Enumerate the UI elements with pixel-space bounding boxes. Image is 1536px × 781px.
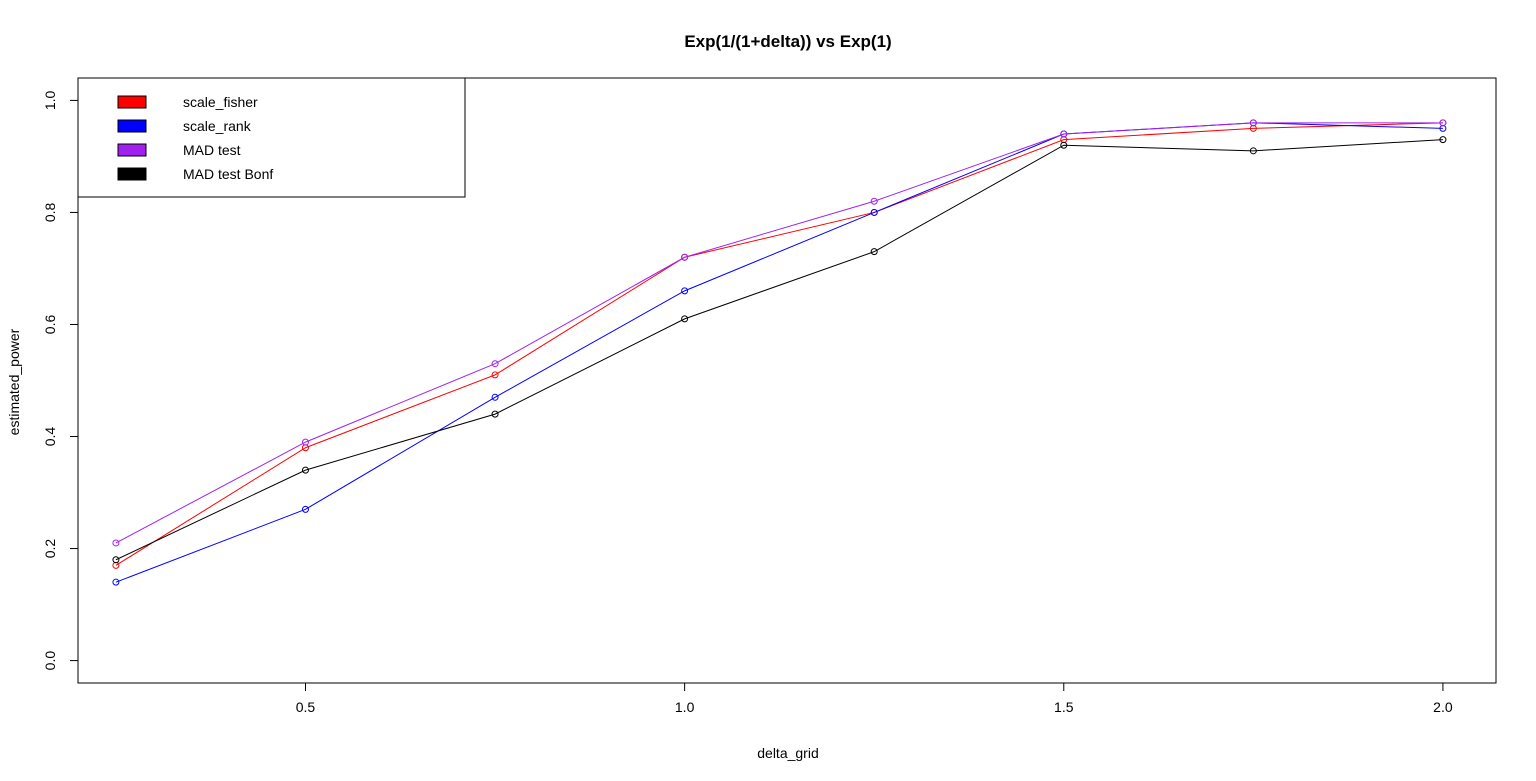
legend-entry-label: scale_fisher <box>183 94 258 110</box>
point-scale-fisher <box>491 371 499 379</box>
point-mad-test-bonf <box>681 315 689 323</box>
point-scale-rank <box>681 287 689 295</box>
legend-entry-label: MAD test Bonf <box>183 166 273 182</box>
x-tick-label: 0.5 <box>296 699 316 715</box>
y-tick-label: 0.8 <box>42 203 58 223</box>
point-scale-rank <box>301 505 309 513</box>
point-mad-test <box>112 539 120 547</box>
point-scale-rank <box>870 208 878 216</box>
point-scale-rank <box>491 393 499 401</box>
x-tick-label: 1.5 <box>1054 699 1074 715</box>
point-mad-test <box>491 360 499 368</box>
legend-swatch <box>117 143 147 157</box>
x-axis-label: delta_grid <box>757 745 819 761</box>
point-mad-test-bonf <box>491 410 499 418</box>
series-line-mad-test <box>115 122 1443 544</box>
legend-swatch <box>117 167 147 181</box>
point-mad-test-bonf <box>301 466 309 474</box>
point-mad-test-bonf <box>1060 141 1068 149</box>
point-mad-test-bonf <box>1439 136 1447 144</box>
y-tick-label: 0.6 <box>42 315 58 335</box>
point-mad-test-bonf <box>870 248 878 256</box>
point-mad-test <box>1249 119 1257 127</box>
plot-frame <box>77 77 1497 684</box>
x-tick-label: 2.0 <box>1433 699 1453 715</box>
point-mad-test <box>681 253 689 261</box>
legend-swatch <box>117 95 147 109</box>
legend-swatch <box>117 119 147 133</box>
y-tick-label: 0.4 <box>42 427 58 447</box>
point-mad-test-bonf <box>112 556 120 564</box>
series-line-mad-test-bonf <box>115 139 1443 561</box>
series-line-scale-fisher <box>115 122 1443 566</box>
y-axis-label: estimated_power <box>6 328 22 435</box>
plot-area: 0.5 1.0 1.5 2.0 0.0 0.2 0.4 0.6 0.8 1.0 <box>42 77 1497 715</box>
point-scale-rank <box>112 578 120 586</box>
point-mad-test-bonf <box>1249 147 1257 155</box>
y-tick-label: 0.0 <box>42 651 58 671</box>
point-mad-test <box>1060 130 1068 138</box>
x-tick-label: 1.0 <box>675 699 695 715</box>
legend-entry-label: MAD test <box>183 142 241 158</box>
chart-title: Exp(1/(1+delta)) vs Exp(1) <box>684 32 891 51</box>
legend: scale_fisher scale_rank MAD test MAD test B… <box>77 77 466 198</box>
point-mad-test <box>870 197 878 205</box>
y-tick-label: 0.2 <box>42 539 58 559</box>
legend-entry-label: scale_rank <box>183 118 252 134</box>
point-mad-test <box>1439 119 1447 127</box>
y-tick-label: 1.0 <box>42 90 58 110</box>
point-mad-test <box>301 438 309 446</box>
